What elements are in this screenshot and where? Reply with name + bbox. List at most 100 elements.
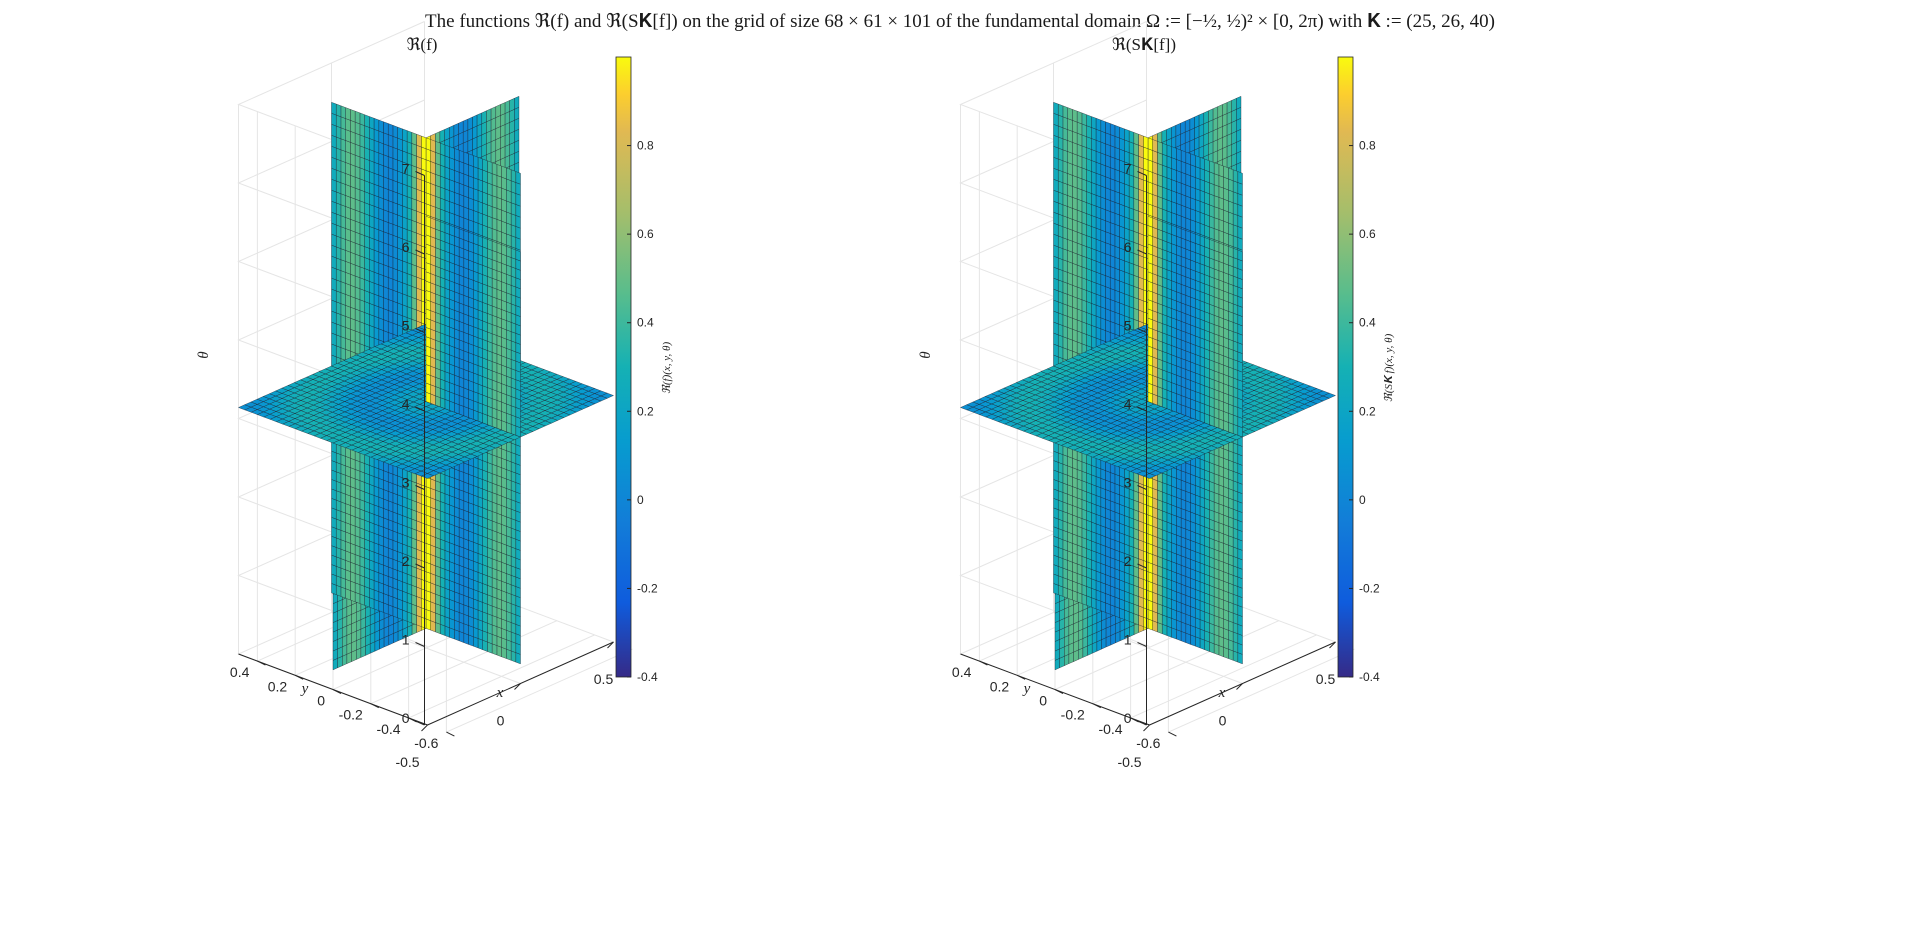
surface-cell	[416, 577, 422, 590]
surface-cell	[392, 492, 398, 505]
surface-cell	[440, 175, 446, 190]
surface-cell	[350, 580, 356, 593]
surface-cell	[378, 185, 384, 199]
surface-cell	[482, 237, 488, 249]
surface-cell	[369, 248, 375, 262]
surface-cell	[369, 237, 375, 251]
surface-cell	[373, 216, 379, 231]
surface-cell	[350, 317, 356, 332]
surface-cell	[482, 385, 488, 398]
surface-cell	[354, 275, 361, 289]
surface-cell	[510, 180, 516, 194]
surface-cell	[454, 159, 460, 173]
surface-cell	[440, 153, 446, 168]
surface-cell	[392, 300, 398, 315]
surface-cell	[425, 552, 431, 565]
surface-cell	[373, 282, 379, 297]
surface-cell	[435, 603, 441, 616]
surface-cell	[364, 114, 370, 128]
surface-cell	[340, 303, 346, 317]
surface-cell	[359, 277, 365, 291]
surface-cell	[383, 231, 389, 245]
surface-cell	[510, 631, 516, 644]
surface-cell	[364, 257, 370, 271]
surface-cell	[477, 477, 483, 490]
surface-cell	[411, 499, 417, 512]
surface-cell	[364, 246, 370, 260]
surface-cell	[454, 629, 460, 642]
surface-cell	[402, 282, 408, 296]
surface-cell	[373, 238, 379, 253]
surface-cell	[449, 495, 455, 507]
surface-cell	[345, 129, 351, 143]
surface-cell	[369, 569, 375, 581]
surface-cell	[350, 197, 356, 211]
surface-cell	[473, 155, 479, 169]
surface-cell	[350, 251, 356, 266]
surface-cell	[510, 471, 516, 483]
surface-cell	[430, 507, 436, 519]
surface-cell	[336, 301, 342, 315]
surface-cell	[444, 559, 450, 572]
surface-cell	[336, 246, 342, 260]
surface-cell	[463, 118, 469, 133]
surface-cell	[487, 509, 493, 522]
surface-cell	[350, 109, 356, 123]
surface-cell	[425, 181, 431, 195]
surface-cell	[454, 148, 460, 162]
surface-cell	[369, 182, 375, 196]
surface-cell	[515, 204, 521, 218]
surface-cell	[340, 138, 346, 152]
surface-cell	[388, 178, 394, 192]
surface-cell	[340, 511, 346, 523]
surface-cell	[500, 124, 506, 138]
surface-cell	[392, 169, 398, 183]
surface-cell	[364, 312, 370, 326]
surface-cell	[388, 277, 394, 291]
surface-cell	[364, 279, 370, 293]
surface-cell	[510, 224, 516, 238]
surface-cell	[331, 244, 337, 259]
surface-cell	[397, 137, 403, 152]
surface-cell	[378, 563, 384, 575]
surface-cell	[416, 199, 422, 214]
surface-cell	[411, 518, 417, 531]
surface-cell	[373, 194, 379, 209]
surface-cell	[340, 127, 346, 141]
surface-cell	[487, 160, 493, 174]
surface-cell	[430, 525, 436, 538]
surface-cell	[336, 213, 342, 227]
surface-cell	[388, 233, 394, 247]
surface-cell	[359, 145, 365, 159]
surface-cell	[406, 295, 412, 309]
surface-cell	[383, 297, 389, 311]
surface-cell	[487, 239, 493, 251]
surface-cell	[463, 162, 469, 176]
surface-cell	[378, 317, 384, 331]
surface-cell	[487, 193, 493, 207]
surface-cell	[425, 137, 431, 151]
surface-cell	[454, 610, 460, 623]
surface-cell	[491, 605, 498, 618]
surface-cell	[481, 110, 487, 125]
surface-cell	[345, 283, 351, 297]
surface-cell	[510, 191, 516, 205]
surface-cell	[482, 311, 488, 323]
surface-cell	[397, 589, 403, 601]
surface-cell	[506, 311, 512, 323]
surface-cell	[383, 209, 389, 223]
surface-cell	[392, 322, 398, 337]
surface-cell	[501, 580, 507, 593]
surface-cell	[510, 650, 516, 663]
surface-cell	[468, 540, 474, 552]
surface-cell	[392, 125, 398, 139]
surface-cell	[473, 344, 479, 357]
surface-cell	[501, 231, 507, 246]
surface-cell	[345, 239, 351, 253]
surface-cell	[491, 173, 498, 187]
surface-cell	[449, 212, 455, 226]
surface-cell	[354, 132, 361, 147]
surface-cell	[515, 226, 521, 240]
surface-cell	[359, 200, 365, 214]
surface-cell	[454, 181, 460, 195]
